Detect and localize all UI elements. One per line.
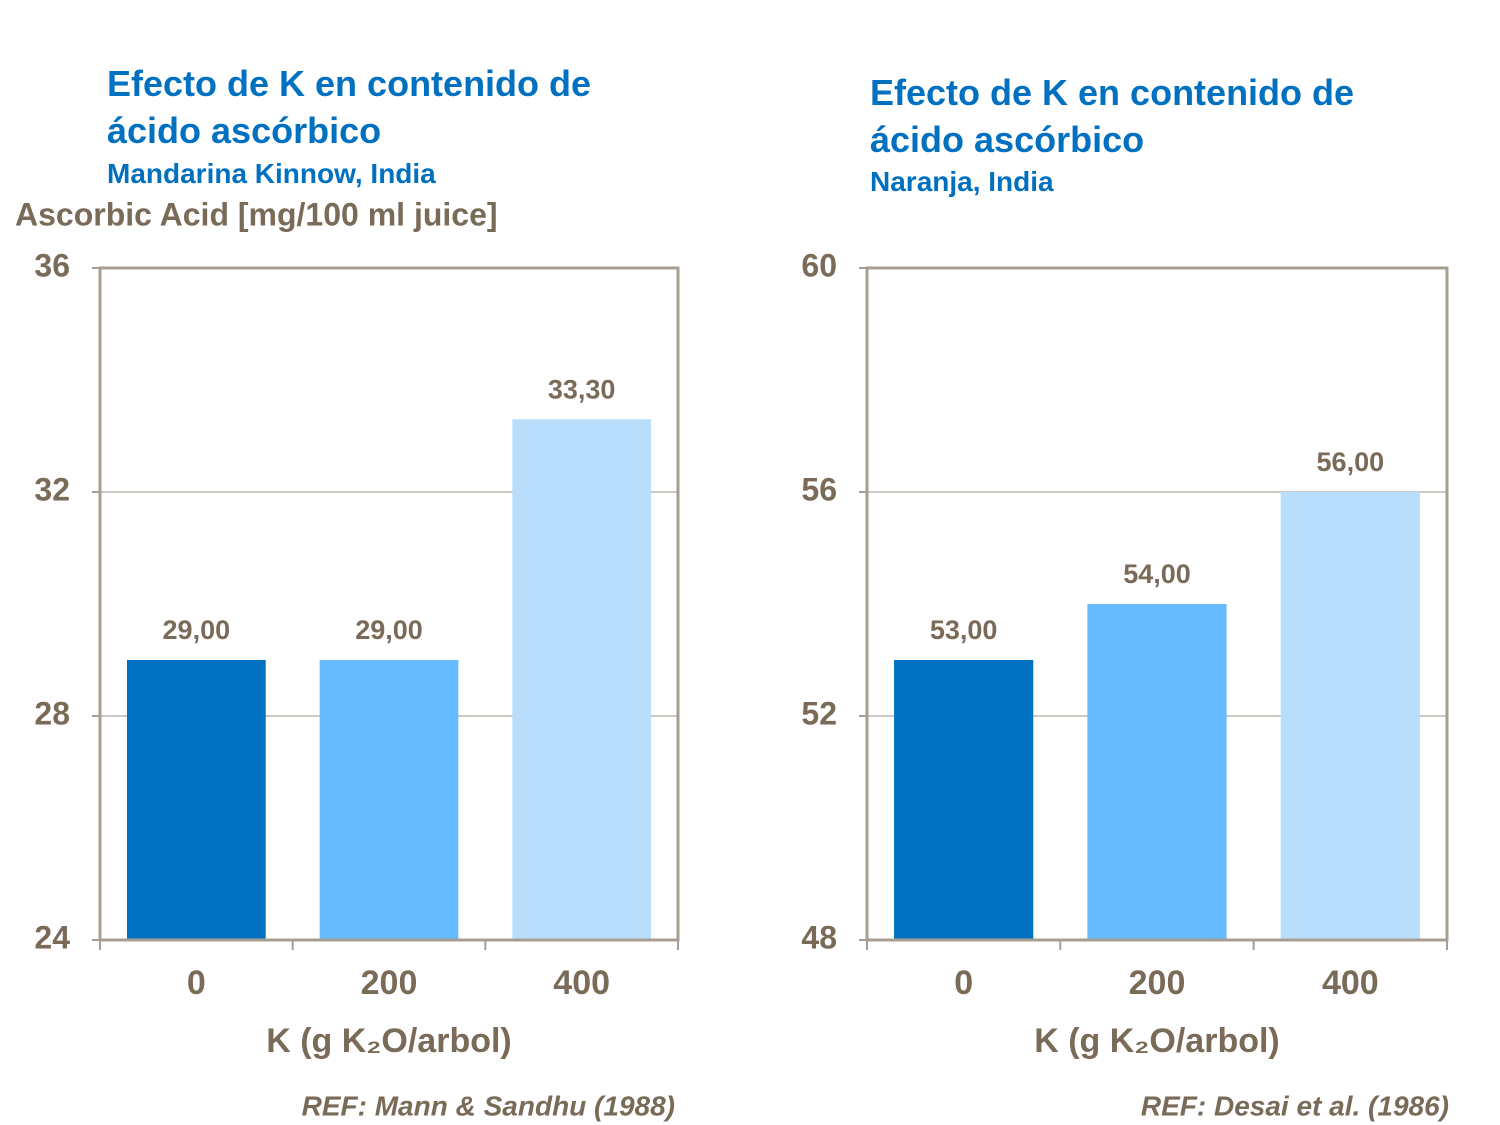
chart-subtitle: Naranja, India: [870, 166, 1054, 197]
x-tick-label: 200: [1129, 964, 1186, 1002]
value-label: 33,30: [548, 374, 616, 404]
x-tick-label: 400: [553, 964, 610, 1002]
y-tick-label: 32: [34, 471, 70, 507]
bar: [319, 660, 459, 940]
y-axis-label: Ascorbic Acid [mg/100 ml juice]: [15, 196, 498, 232]
chart-title: Efecto de K en contenido de ácido ascórb…: [870, 72, 1355, 160]
bar: [1087, 604, 1227, 940]
bar: [894, 660, 1034, 940]
y-tick-label: 48: [801, 919, 837, 955]
plot-frame: [98, 266, 680, 942]
plot-frame: [865, 266, 1449, 942]
y-tick-label: 36: [34, 247, 70, 283]
value-label: 29,00: [355, 615, 423, 645]
y-tick-label: 56: [801, 471, 837, 507]
x-axis-label: K (g K₂O/arbol): [1034, 1022, 1280, 1060]
bar: [126, 660, 266, 940]
bar: [1280, 492, 1420, 940]
chart-title: Efecto de K en contenido de ácido ascórb…: [107, 63, 592, 151]
reference: REF: Mann & Sandhu (1988): [302, 1090, 675, 1121]
value-label: 29,00: [163, 615, 231, 645]
value-label: 53,00: [930, 615, 998, 645]
y-tick-label: 28: [34, 695, 70, 731]
x-tick-label: 200: [361, 964, 418, 1002]
reference: REF: Desai et al. (1986): [1141, 1090, 1449, 1121]
chart-subtitle: Mandarina Kinnow, India: [107, 158, 436, 189]
bar: [512, 419, 652, 940]
y-tick-label: 24: [34, 919, 70, 955]
x-tick-label: 0: [954, 964, 973, 1002]
x-tick-label: 400: [1322, 964, 1379, 1002]
y-tick-label: 52: [801, 695, 837, 731]
value-label: 56,00: [1317, 447, 1385, 477]
y-tick-label: 60: [801, 247, 837, 283]
value-label: 54,00: [1123, 559, 1191, 589]
x-tick-label: 0: [187, 964, 206, 1002]
x-axis-label: K (g K₂O/arbol): [266, 1022, 512, 1060]
